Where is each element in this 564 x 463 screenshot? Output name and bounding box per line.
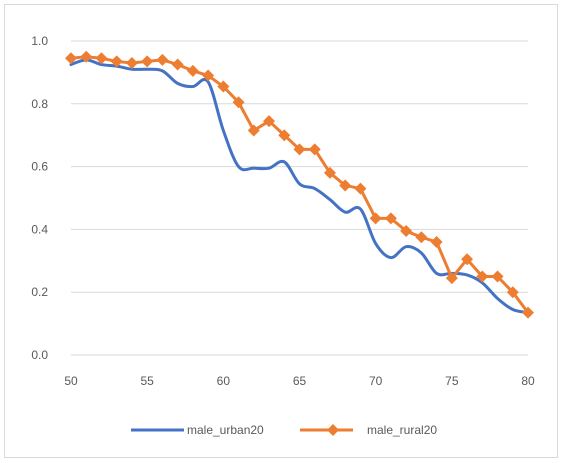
legend-label: male_rural20 — [367, 423, 437, 437]
x-tick-label: 70 — [369, 374, 383, 388]
data-point — [186, 64, 199, 77]
x-tick-label: 65 — [293, 374, 307, 388]
series-layer — [65, 50, 534, 319]
data-point — [323, 166, 336, 179]
data-point — [522, 306, 534, 319]
x-tick-label: 55 — [140, 374, 154, 388]
series-line — [69, 58, 530, 315]
data-point — [156, 53, 169, 66]
data-point — [202, 69, 215, 82]
y-tick-label: 0.0 — [31, 348, 48, 362]
data-point — [247, 124, 260, 137]
y-tick-label: 1.0 — [31, 34, 48, 48]
data-point — [95, 52, 108, 65]
data-point — [293, 143, 306, 156]
x-tick-label: 75 — [445, 374, 459, 388]
data-point — [232, 96, 245, 109]
data-point — [445, 272, 458, 285]
y-tick-label: 0.2 — [31, 285, 48, 299]
series-male_urban20 — [69, 58, 530, 315]
x-axis-tick-labels: 50 55 60 65 70 75 80 — [64, 374, 535, 388]
data-point — [506, 286, 519, 299]
legend-item: male_urban20 — [131, 423, 264, 437]
data-point — [461, 253, 474, 266]
y-axis-tick-labels: 0.0 0.2 0.4 0.6 0.8 1.0 — [31, 34, 48, 362]
data-point — [65, 52, 77, 65]
data-point — [80, 50, 93, 63]
y-tick-label: 0.8 — [31, 97, 48, 111]
legend-marker — [327, 424, 339, 436]
data-point — [476, 270, 489, 283]
data-point — [491, 270, 504, 283]
data-point — [141, 55, 154, 68]
series-male_rural20 — [65, 50, 534, 319]
legend: male_urban20 male_rural20 — [131, 423, 437, 437]
data-point — [415, 231, 428, 244]
data-point — [354, 182, 367, 195]
gridlines — [71, 40, 528, 356]
data-point — [400, 224, 413, 237]
legend-label: male_urban20 — [187, 423, 264, 437]
data-point — [217, 80, 230, 93]
data-point — [339, 179, 352, 192]
data-point — [263, 115, 276, 128]
legend-item: male_rural20 — [300, 423, 437, 437]
data-point — [278, 129, 291, 142]
x-tick-label: 50 — [64, 374, 78, 388]
data-point — [110, 55, 123, 68]
y-tick-label: 0.4 — [31, 222, 48, 236]
x-tick-label: 60 — [217, 374, 231, 388]
data-point — [430, 235, 443, 248]
data-point — [369, 212, 382, 225]
data-point — [125, 56, 138, 69]
y-tick-label: 0.6 — [31, 160, 48, 174]
chart-frame — [4, 4, 558, 458]
x-tick-label: 80 — [521, 374, 535, 388]
data-point — [308, 143, 321, 156]
data-point — [171, 58, 184, 71]
data-point — [384, 212, 397, 225]
